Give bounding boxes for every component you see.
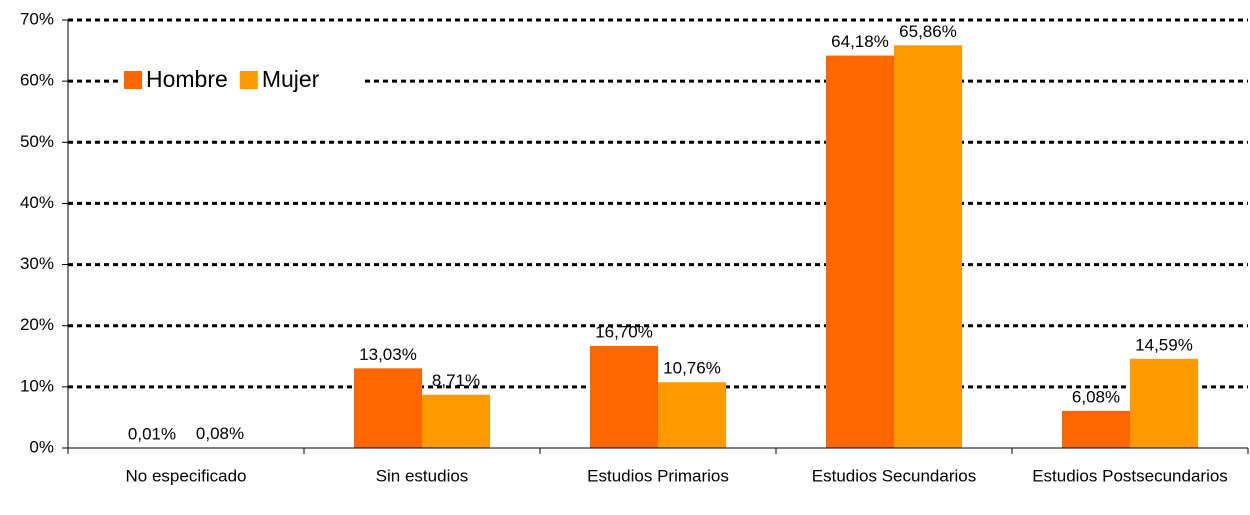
x-tick-label: Estudios Postsecundarios (1032, 466, 1228, 485)
data-label: 64,18% (831, 32, 889, 51)
legend-text: Mujer (262, 66, 320, 92)
x-tick-label: Estudios Secundarios (812, 466, 976, 485)
bar (658, 382, 726, 448)
y-tick-label: 60% (20, 71, 54, 90)
data-label: 10,76% (663, 359, 721, 378)
y-tick-label: 70% (20, 9, 54, 28)
data-label: 8,71% (432, 371, 480, 390)
y-tick-label: 10% (20, 376, 54, 395)
legend-swatch (239, 71, 258, 89)
x-tick-label: Sin estudios (376, 466, 469, 485)
data-label: 0,01% (128, 424, 176, 443)
x-tick-label: No especificado (126, 466, 247, 485)
y-tick-label: 20% (20, 315, 54, 334)
legend-text: Hombre (146, 66, 228, 92)
bar (894, 45, 962, 449)
bar (826, 55, 894, 448)
y-tick-label: 40% (20, 193, 54, 212)
data-label: 0,08% (196, 424, 244, 443)
data-label: 6,08% (1072, 387, 1120, 406)
data-label: 13,03% (359, 345, 417, 364)
legend-swatch (124, 71, 142, 89)
data-label: 14,59% (1135, 335, 1193, 354)
legend: Hombre Mujer (118, 64, 362, 98)
data-label: 65,86% (899, 22, 957, 41)
bar (422, 394, 490, 448)
bar (1062, 410, 1130, 448)
bar (590, 345, 658, 448)
data-label: 16,70% (595, 322, 653, 341)
y-tick-label: 30% (20, 254, 54, 273)
bar (1130, 358, 1198, 448)
y-tick-label: 0% (29, 437, 54, 456)
bar (354, 368, 422, 448)
y-tick-label: 50% (20, 132, 54, 151)
x-tick-label: Estudios Primarios (587, 466, 729, 485)
